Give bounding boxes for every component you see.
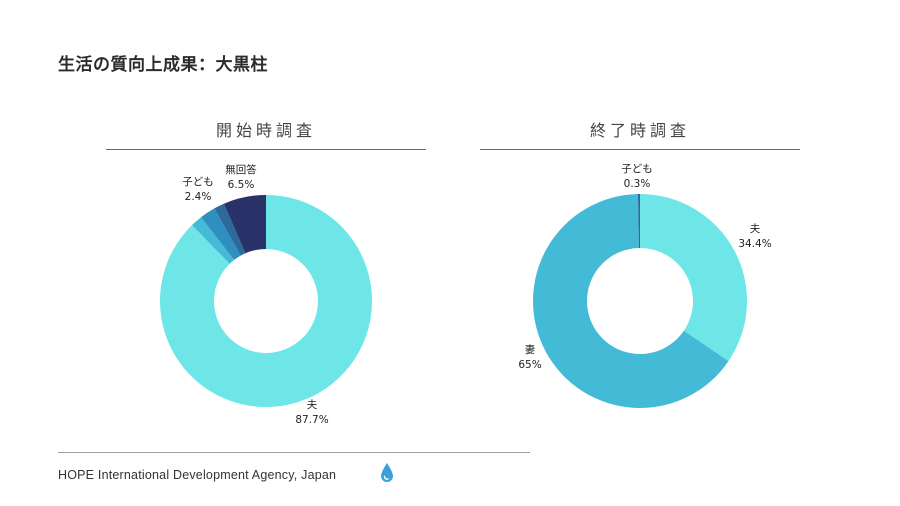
footer-text: HOPE International Development Agency, J… xyxy=(58,468,337,482)
donut-slice-1-0 xyxy=(159,195,373,408)
slice-label-name: 無回答 xyxy=(225,163,257,176)
slice-label-name: 子ども xyxy=(182,176,214,188)
donut-slice-1-4 xyxy=(223,195,266,254)
donut-slice-2-2 xyxy=(637,194,640,249)
water-drop-icon xyxy=(381,463,393,482)
slice-label-name: 夫 xyxy=(307,399,318,411)
donut-slice-1-1 xyxy=(191,217,235,264)
donut-slice-2-0 xyxy=(640,194,747,362)
slice-label-value: 6.5% xyxy=(228,179,255,191)
slice-label-value: 65% xyxy=(518,359,541,371)
donut-slice-1-3 xyxy=(214,203,246,256)
chart-2-title: 終了時調査 xyxy=(589,121,690,140)
donut-chart-start: 夫 87.7% 子ども 2.4% 無回答 6.5% xyxy=(159,163,373,426)
slice-label-value: 34.4% xyxy=(738,238,771,250)
chart-2-rule xyxy=(480,149,800,150)
donut-slice-1-2 xyxy=(201,208,241,260)
page-title: 生活の質向上成果：大黒柱 xyxy=(58,55,268,75)
slice-label-name: 子ども xyxy=(621,163,653,175)
slice-label-value: 0.3% xyxy=(624,178,651,190)
slice-label-value: 87.7% xyxy=(295,414,328,426)
slice-label-value: 2.4% xyxy=(185,191,212,203)
chart-1-rule xyxy=(106,149,426,150)
slice-label-name: 夫 xyxy=(750,223,761,235)
chart-1-title: 開始時調査 xyxy=(215,121,316,140)
footer-rule xyxy=(58,452,530,453)
donut-chart-end: 夫 34.4% 妻 65% 子ども 0.3% xyxy=(518,163,772,408)
donut-slice-2-1 xyxy=(533,194,729,408)
slice-label-name: 妻 xyxy=(525,343,536,356)
